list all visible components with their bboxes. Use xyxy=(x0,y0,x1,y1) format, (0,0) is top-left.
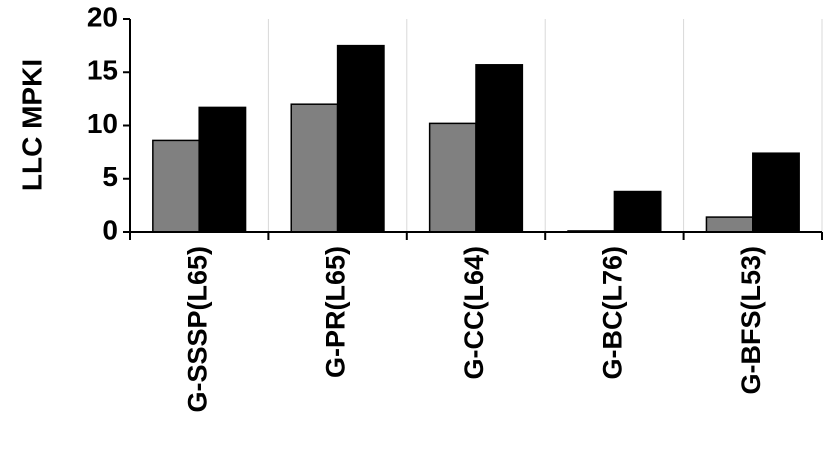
bar xyxy=(705,216,754,233)
x-tick-label: G-BC(L76) xyxy=(598,246,628,380)
x-tick-label: G-CC(L64) xyxy=(459,246,489,380)
bar xyxy=(152,139,200,233)
bar xyxy=(198,106,247,233)
y-tick-label: 10 xyxy=(87,108,118,139)
y-axis-label: LLC MPKI xyxy=(16,59,47,191)
y-tick-label: 15 xyxy=(87,55,118,86)
x-tick-label: G-SSSP(L65) xyxy=(182,246,212,413)
y-tick-label: 0 xyxy=(102,214,118,245)
x-tick-label: G-BFS(L53) xyxy=(736,246,766,395)
bar xyxy=(752,152,800,233)
bar xyxy=(290,103,339,233)
y-tick-label: 20 xyxy=(87,1,118,32)
y-tick-label: 5 xyxy=(102,161,118,192)
bar xyxy=(613,190,662,233)
x-tick-label: G-PR(L65) xyxy=(321,246,351,378)
bar xyxy=(475,64,524,233)
bar xyxy=(428,122,477,233)
bar xyxy=(336,44,385,233)
